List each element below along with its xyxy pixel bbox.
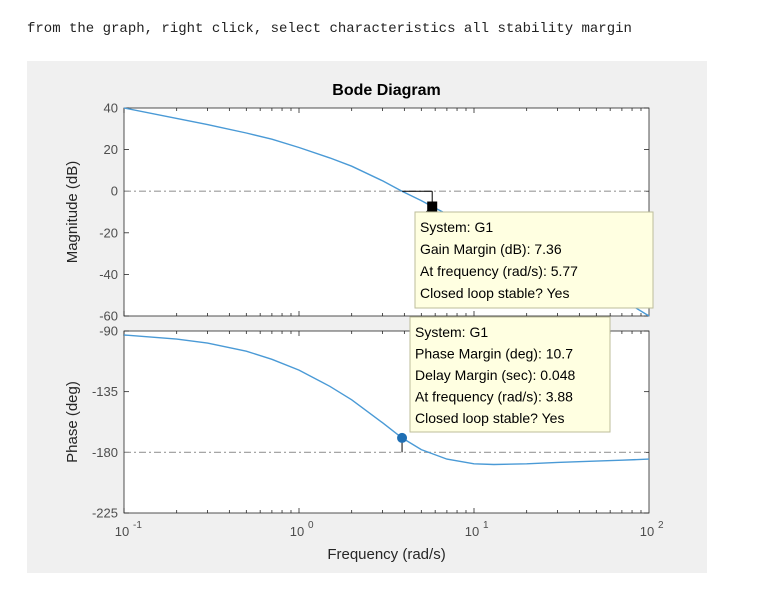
y-tick-label: -135 <box>92 384 118 399</box>
x-tick-exponent: 0 <box>308 520 314 531</box>
datatip-line: System: G1 <box>415 324 488 340</box>
datatip-line: System: G1 <box>420 219 493 235</box>
datatip-line: Gain Margin (dB): 7.36 <box>420 241 562 257</box>
y-tick-label: 20 <box>104 142 118 157</box>
phase-datatip[interactable]: System: G1 Phase Margin (deg): 10.7 Delay … <box>409 316 611 433</box>
x-tick-label: 10 <box>290 524 304 539</box>
instruction-text: from the graph, right click, select char… <box>27 21 632 37</box>
datatip-box[interactable] <box>414 211 654 309</box>
x-tick-label: 10 <box>465 524 479 539</box>
y-tick-label: -40 <box>99 267 118 282</box>
datatip-line: At frequency (rad/s): 5.77 <box>420 263 578 279</box>
magnitude-datatip[interactable]: System: G1 Gain Margin (dB): 7.36 At frequ… <box>414 211 654 309</box>
y-tick-label: -60 <box>99 309 118 324</box>
bode-figure[interactable]: Bode Diagram 40 20 0 -20 -40 -60 Magnitude (dB)… <box>27 61 707 573</box>
x-tick-exponent: 2 <box>658 520 664 531</box>
datatip-line: Closed loop stable? Yes <box>415 410 564 426</box>
datatip-line: Phase Margin (deg): 10.7 <box>415 346 573 362</box>
magnitude-y-axis-label: Magnitude (dB) <box>64 161 81 264</box>
y-tick-label: -20 <box>99 225 118 240</box>
x-tick-exponent: -1 <box>133 520 142 531</box>
phase-axes-box <box>123 330 650 514</box>
phase-y-axis-label: Phase (deg) <box>64 381 81 463</box>
chart-title: Bode Diagram <box>332 82 440 99</box>
y-tick-label: -180 <box>92 445 118 460</box>
datatip-line: Closed loop stable? Yes <box>420 285 569 301</box>
y-tick-label: -225 <box>92 506 118 521</box>
datatip-box[interactable] <box>409 316 611 433</box>
x-tick-label: 10 <box>115 524 129 539</box>
x-tick-label: 10 <box>640 524 654 539</box>
y-tick-label: -90 <box>99 324 118 339</box>
phase-margin-marker[interactable] <box>397 432 408 443</box>
datatip-line: At frequency (rad/s): 3.88 <box>415 389 573 405</box>
y-tick-label: 0 <box>111 184 118 199</box>
x-tick-exponent: 1 <box>483 520 489 531</box>
y-tick-label: 40 <box>104 101 118 116</box>
x-axis-label: Frequency (rad/s) <box>327 546 445 563</box>
datatip-line: Delay Margin (sec): 0.048 <box>415 367 576 383</box>
